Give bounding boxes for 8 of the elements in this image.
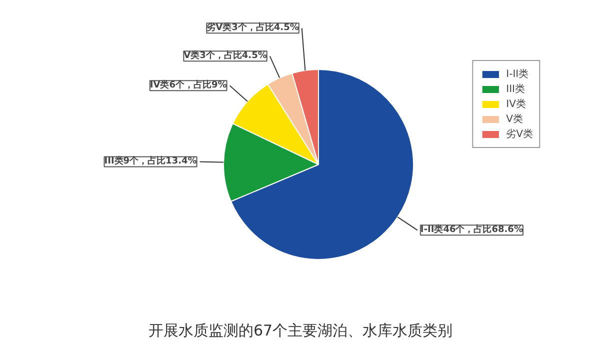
legend-label: V类 [506, 112, 524, 126]
data-label: III类9个，占比13.4% [104, 156, 197, 167]
legend-label: I-II类 [506, 68, 529, 81]
legend-label: IV类 [506, 98, 526, 111]
legend-label: III类 [506, 82, 526, 96]
legend-label: 劣V类 [506, 128, 533, 141]
data-label: IV类6个，占比9% [150, 80, 227, 91]
text: 开展水质监测的67个主要湖泊、水库水质类别 [148, 322, 453, 340]
